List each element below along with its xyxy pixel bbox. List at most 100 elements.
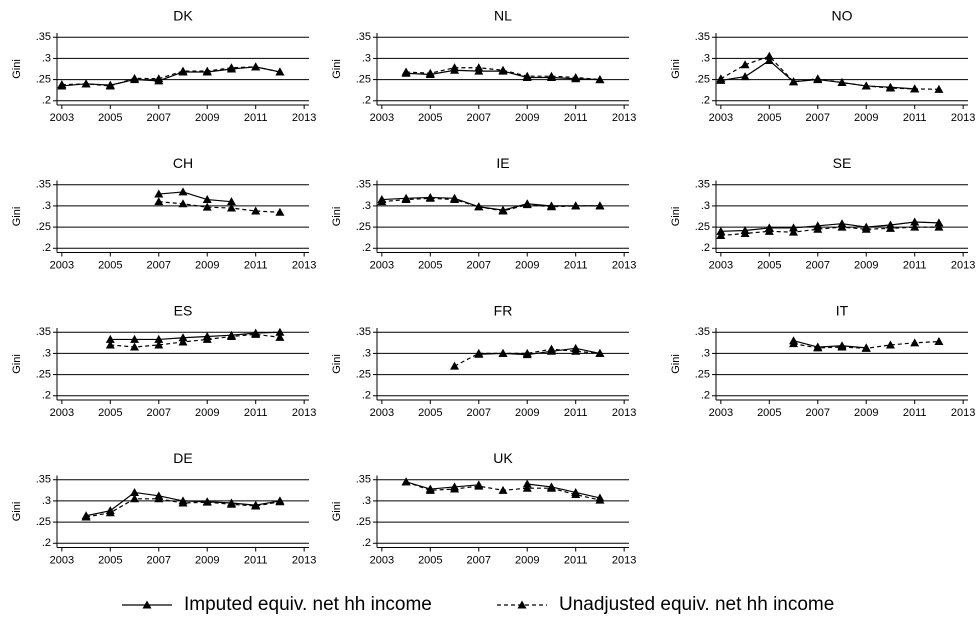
marker <box>522 200 532 209</box>
y-axis-label: Gini <box>11 502 23 522</box>
x-tick-label: 2013 <box>951 112 975 124</box>
x-tick-label: 2007 <box>806 259 830 271</box>
y-tick-label: .2 <box>362 242 371 254</box>
marker <box>885 223 895 232</box>
x-tick-label: 2005 <box>98 259 122 271</box>
marker <box>154 74 164 83</box>
marker <box>498 348 508 357</box>
marker <box>154 197 164 206</box>
marker <box>401 477 411 486</box>
x-tick-label: 2011 <box>244 112 268 124</box>
marker <box>105 508 115 517</box>
marker <box>571 346 581 355</box>
y-tick-label: .3 <box>701 347 710 359</box>
y-tick-label: .35 <box>36 179 51 191</box>
y-tick-label: .2 <box>701 242 710 254</box>
x-tick-label: 2005 <box>418 259 442 271</box>
marker <box>837 342 847 351</box>
x-tick-label: 2007 <box>467 259 491 271</box>
marker <box>226 499 236 508</box>
x-tick-label: 2009 <box>854 112 878 124</box>
marker <box>154 334 164 343</box>
y-tick-label: .2 <box>42 537 51 549</box>
marker <box>522 348 532 357</box>
marker <box>934 222 944 231</box>
y-tick-label: .3 <box>42 495 51 507</box>
panel: CH Gini .2 .25 .3 .35 2003 2005 2007 2009 2011 2013 <box>11 155 316 271</box>
panel: DE Gini .2 .25 .3 .35 2003 2005 2007 2009 2011 2013 <box>11 450 316 566</box>
series-line <box>405 481 601 499</box>
marker <box>251 62 261 71</box>
y-tick-label: .25 <box>356 221 371 233</box>
marker <box>226 203 236 212</box>
legend-marker <box>142 600 152 609</box>
marker <box>934 218 944 227</box>
series-line <box>110 333 280 348</box>
panel-title: NL <box>494 8 512 24</box>
marker <box>154 340 164 349</box>
marker <box>789 227 799 236</box>
y-tick-label: .3 <box>42 200 51 212</box>
x-tick-label: 2013 <box>612 259 636 271</box>
series-line <box>61 66 281 87</box>
marker <box>81 79 91 88</box>
marker <box>861 81 871 90</box>
marker <box>474 63 484 72</box>
y-tick-label: .25 <box>36 221 51 233</box>
marker <box>595 348 605 357</box>
y-tick-label: .3 <box>362 347 371 359</box>
marker <box>450 195 460 204</box>
marker <box>813 74 823 83</box>
x-tick-label: 2013 <box>951 407 975 419</box>
x-tick-label: 2013 <box>292 554 316 566</box>
x-tick-label: 2013 <box>951 259 975 271</box>
panel: DK Gini .2 .25 .3 .35 2003 2005 2007 2009 2011 2013 <box>11 8 316 124</box>
marker <box>764 51 774 60</box>
marker <box>450 361 460 370</box>
x-tick-label: 2007 <box>467 407 491 419</box>
x-tick-label: 2003 <box>370 259 394 271</box>
legend: Imputed equiv. net hh income Unadjusted e… <box>122 594 834 615</box>
y-tick-label: .25 <box>356 73 371 85</box>
marker <box>595 75 605 84</box>
y-tick-label: .25 <box>356 516 371 528</box>
y-tick-label: .3 <box>362 52 371 64</box>
marker <box>813 343 823 352</box>
series-line <box>720 221 939 232</box>
marker <box>178 187 188 196</box>
marker <box>202 66 212 75</box>
marker <box>789 223 799 232</box>
y-tick-label: .2 <box>42 390 51 402</box>
y-axis-label: Gini <box>11 207 23 227</box>
marker <box>105 334 115 343</box>
y-axis-label: Gini <box>11 354 23 374</box>
y-tick-label: .25 <box>356 368 371 380</box>
marker <box>885 83 895 92</box>
x-tick-label: 2007 <box>806 112 830 124</box>
panel-title: DK <box>173 8 193 24</box>
y-tick-label: .2 <box>42 95 51 107</box>
y-axis-label: Gini <box>331 354 343 374</box>
marker <box>450 63 460 72</box>
x-tick-label: 2005 <box>757 407 781 419</box>
marker <box>498 206 508 215</box>
y-axis-label: Gini <box>670 207 682 227</box>
marker <box>546 344 556 353</box>
y-tick-label: .3 <box>701 200 710 212</box>
marker <box>202 334 212 343</box>
y-axis-label: Gini <box>331 59 343 79</box>
marker <box>178 66 188 75</box>
marker <box>764 226 774 235</box>
marker <box>789 339 799 348</box>
y-tick-label: .2 <box>362 390 371 402</box>
y-axis-label: Gini <box>331 207 343 227</box>
x-tick-label: 2011 <box>244 407 268 419</box>
x-tick-label: 2005 <box>98 554 122 566</box>
y-tick-label: .2 <box>42 242 51 254</box>
y-tick-label: .25 <box>36 368 51 380</box>
x-tick-label: 2011 <box>564 407 588 419</box>
marker <box>934 84 944 93</box>
y-tick-label: .35 <box>356 179 371 191</box>
x-tick-label: 2011 <box>564 554 588 566</box>
x-tick-label: 2007 <box>147 112 171 124</box>
